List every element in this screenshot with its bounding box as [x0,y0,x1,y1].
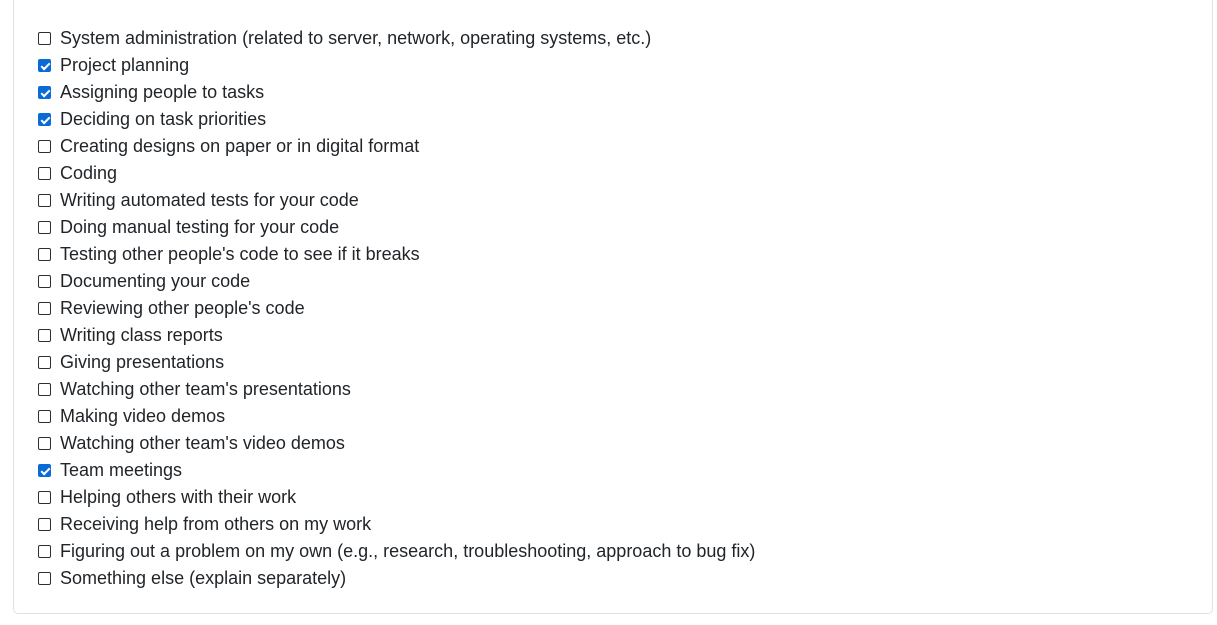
checkbox-something-else[interactable] [38,572,51,585]
option-label: Writing automated tests for your code [60,190,359,210]
option-team-meetings[interactable]: Team meetings [38,457,755,484]
checkbox-testing-others-code[interactable] [38,248,51,261]
option-label: Coding [60,163,118,183]
option-making-video-demos[interactable]: Making video demos [38,403,755,430]
option-something-else[interactable]: Something else (explain separately) [38,565,755,592]
option-automated-tests[interactable]: Writing automated tests for your code [38,187,755,214]
checkbox-giving-presentations[interactable] [38,356,51,369]
checkbox-watching-video-demos[interactable] [38,437,51,450]
checkbox-assigning-people[interactable] [38,86,51,99]
checkbox-coding[interactable] [38,167,51,180]
option-label: Doing manual testing for your code [60,217,340,237]
option-label: Watching other team's presentations [60,379,351,399]
checkbox-manual-testing[interactable] [38,221,51,234]
option-testing-others-code[interactable]: Testing other people's code to see if it… [38,241,755,268]
option-watching-presentations[interactable]: Watching other team's presentations [38,376,755,403]
option-creating-designs[interactable]: Creating designs on paper or in digital … [38,133,755,160]
checkbox-creating-designs[interactable] [38,140,51,153]
option-label: Testing other people's code to see if it… [60,244,420,264]
question-card: System administration (related to server… [13,0,1213,614]
option-label: Team meetings [60,460,183,480]
option-label: Deciding on task priorities [60,109,267,129]
checkbox-list: System administration (related to server… [38,25,755,592]
option-label: Making video demos [60,406,226,426]
option-label: Reviewing other people's code [60,298,305,318]
checkbox-automated-tests[interactable] [38,194,51,207]
option-label: Watching other team's video demos [60,433,345,453]
option-label: Receiving help from others on my work [60,514,372,534]
option-label: Writing class reports [60,325,223,345]
option-label: Project planning [60,55,190,75]
option-reviewing-code[interactable]: Reviewing other people's code [38,295,755,322]
option-label: Giving presentations [60,352,225,372]
option-label: Documenting your code [60,271,251,291]
checkbox-class-reports[interactable] [38,329,51,342]
option-coding[interactable]: Coding [38,160,755,187]
checkbox-receiving-help[interactable] [38,518,51,531]
checkbox-watching-presentations[interactable] [38,383,51,396]
checkbox-documenting-code[interactable] [38,275,51,288]
option-task-priorities[interactable]: Deciding on task priorities [38,106,755,133]
option-label: Creating designs on paper or in digital … [60,136,420,156]
option-manual-testing[interactable]: Doing manual testing for your code [38,214,755,241]
option-assigning-people[interactable]: Assigning people to tasks [38,79,755,106]
option-system-administration[interactable]: System administration (related to server… [38,25,755,52]
checkbox-figuring-out-problem[interactable] [38,545,51,558]
option-giving-presentations[interactable]: Giving presentations [38,349,755,376]
option-project-planning[interactable]: Project planning [38,52,755,79]
option-documenting-code[interactable]: Documenting your code [38,268,755,295]
option-class-reports[interactable]: Writing class reports [38,322,755,349]
option-receiving-help[interactable]: Receiving help from others on my work [38,511,755,538]
option-figuring-out-problem[interactable]: Figuring out a problem on my own (e.g., … [38,538,755,565]
checkbox-helping-others[interactable] [38,491,51,504]
checkbox-system-administration[interactable] [38,32,51,45]
checkbox-making-video-demos[interactable] [38,410,51,423]
checkbox-project-planning[interactable] [38,59,51,72]
option-label: Helping others with their work [60,487,297,507]
option-label: Figuring out a problem on my own (e.g., … [60,541,756,561]
option-label: System administration (related to server… [60,28,652,48]
option-label: Something else (explain separately) [60,568,347,588]
checkbox-team-meetings[interactable] [38,464,51,477]
option-helping-others[interactable]: Helping others with their work [38,484,755,511]
option-watching-video-demos[interactable]: Watching other team's video demos [38,430,755,457]
option-label: Assigning people to tasks [60,82,265,102]
checkbox-task-priorities[interactable] [38,113,51,126]
checkbox-reviewing-code[interactable] [38,302,51,315]
